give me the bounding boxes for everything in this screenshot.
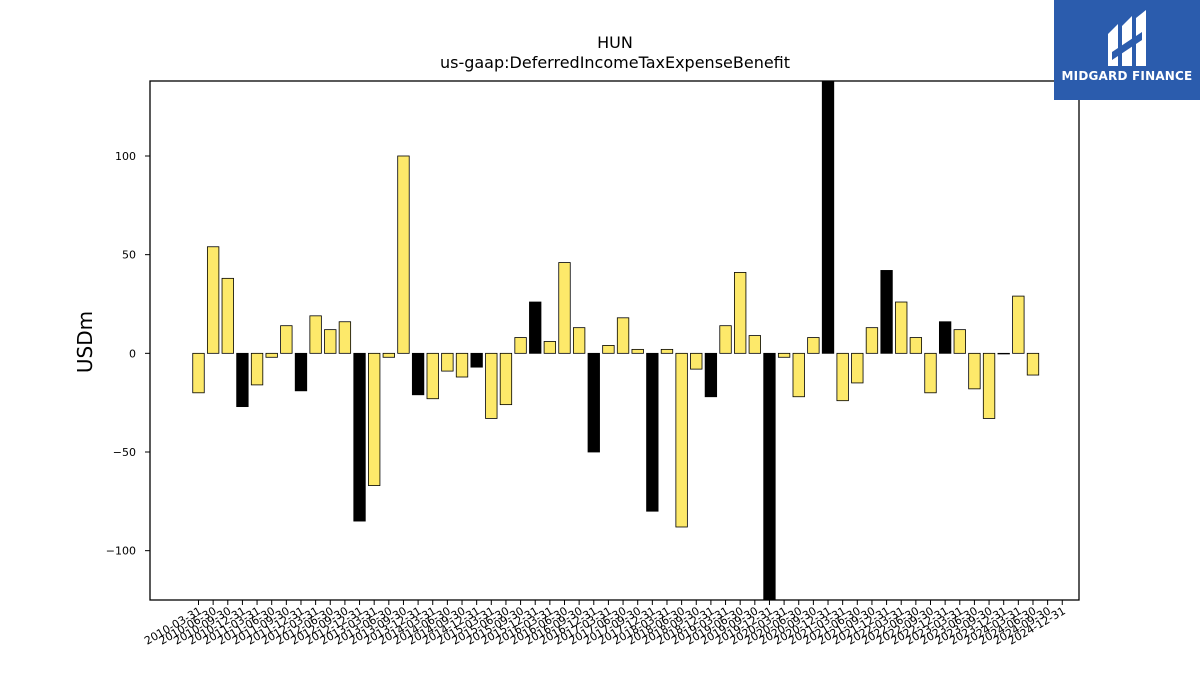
bar [602,345,615,354]
bar [734,272,747,354]
bar [880,270,893,354]
bar [192,352,205,394]
logo-mark-icon [1108,10,1146,66]
bar [441,352,454,372]
bar [909,337,923,354]
y-tick-label: 100 [115,150,136,163]
bar [895,301,908,354]
bar [485,352,498,419]
bar [938,321,952,354]
bar [836,352,849,402]
bar [924,352,937,394]
y-axis-ticks: −100 −50 0 50 100 [106,150,150,558]
brand-logo: MIDGARD FINANCE [1054,0,1200,100]
bar [631,348,644,354]
bar [865,327,879,354]
bar [294,352,308,392]
bar [660,348,674,354]
bar [572,327,586,354]
bar [397,155,410,354]
bar [953,329,966,354]
bar [411,352,425,396]
bar [426,352,439,400]
bar [455,352,469,378]
bar [265,352,278,358]
bar [543,341,557,354]
bar [499,352,513,406]
bar [470,352,483,368]
bar [368,352,381,486]
bar [250,352,264,386]
bar [221,277,234,354]
plot-frame [149,80,1080,601]
bar [616,317,630,354]
bar [236,352,249,408]
chart-subtitle: us-gaap:DeferredIncomeTaxExpenseBenefit [440,53,790,72]
bar [807,337,820,354]
bar [704,352,718,398]
bar [382,352,395,358]
bar [675,352,688,528]
bar [646,352,659,512]
bars-group [192,80,1040,601]
brand-name: MIDGARD FINANCE [1061,69,1193,83]
y-tick-label: 0 [129,347,136,360]
bar [206,246,220,354]
bar [748,335,761,354]
bar [558,262,571,354]
bar [587,352,600,453]
y-tick-label: 50 [122,249,136,262]
bar [1012,295,1025,354]
bar [997,352,1010,355]
bar [690,352,703,370]
bar [353,352,366,522]
y-tick-label: −50 [113,446,136,459]
bar [1026,352,1040,376]
y-axis-label: USDm [73,311,97,373]
bar [529,301,542,354]
bar [763,352,776,601]
bar [851,352,864,384]
bar [514,337,527,354]
bar [309,315,322,354]
y-tick-label: −100 [106,545,136,558]
bar [982,352,996,419]
bar [324,329,337,354]
bar [719,325,732,354]
bar [968,352,981,390]
bar [821,80,835,354]
x-axis-ticks: 2010-03-312010-06-302010-09-302010-12-31… [142,600,1068,648]
bar [338,321,352,354]
bar [777,352,791,358]
bar [792,352,805,398]
bar [280,325,293,354]
chart-title: HUN [597,33,633,52]
